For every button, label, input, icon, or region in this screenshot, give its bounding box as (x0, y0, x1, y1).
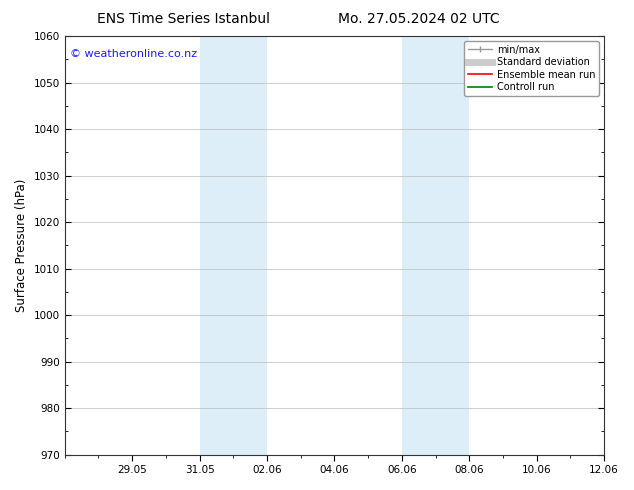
Y-axis label: Surface Pressure (hPa): Surface Pressure (hPa) (15, 179, 28, 312)
Bar (402, 36, 469, 455)
Legend: min/max, Standard deviation, Ensemble mean run, Controll run: min/max, Standard deviation, Ensemble me… (464, 41, 599, 96)
Text: Mo. 27.05.2024 02 UTC: Mo. 27.05.2024 02 UTC (338, 12, 499, 26)
Text: ENS Time Series Istanbul: ENS Time Series Istanbul (98, 12, 270, 26)
Text: © weatheronline.co.nz: © weatheronline.co.nz (70, 49, 197, 59)
Bar (200, 36, 267, 455)
